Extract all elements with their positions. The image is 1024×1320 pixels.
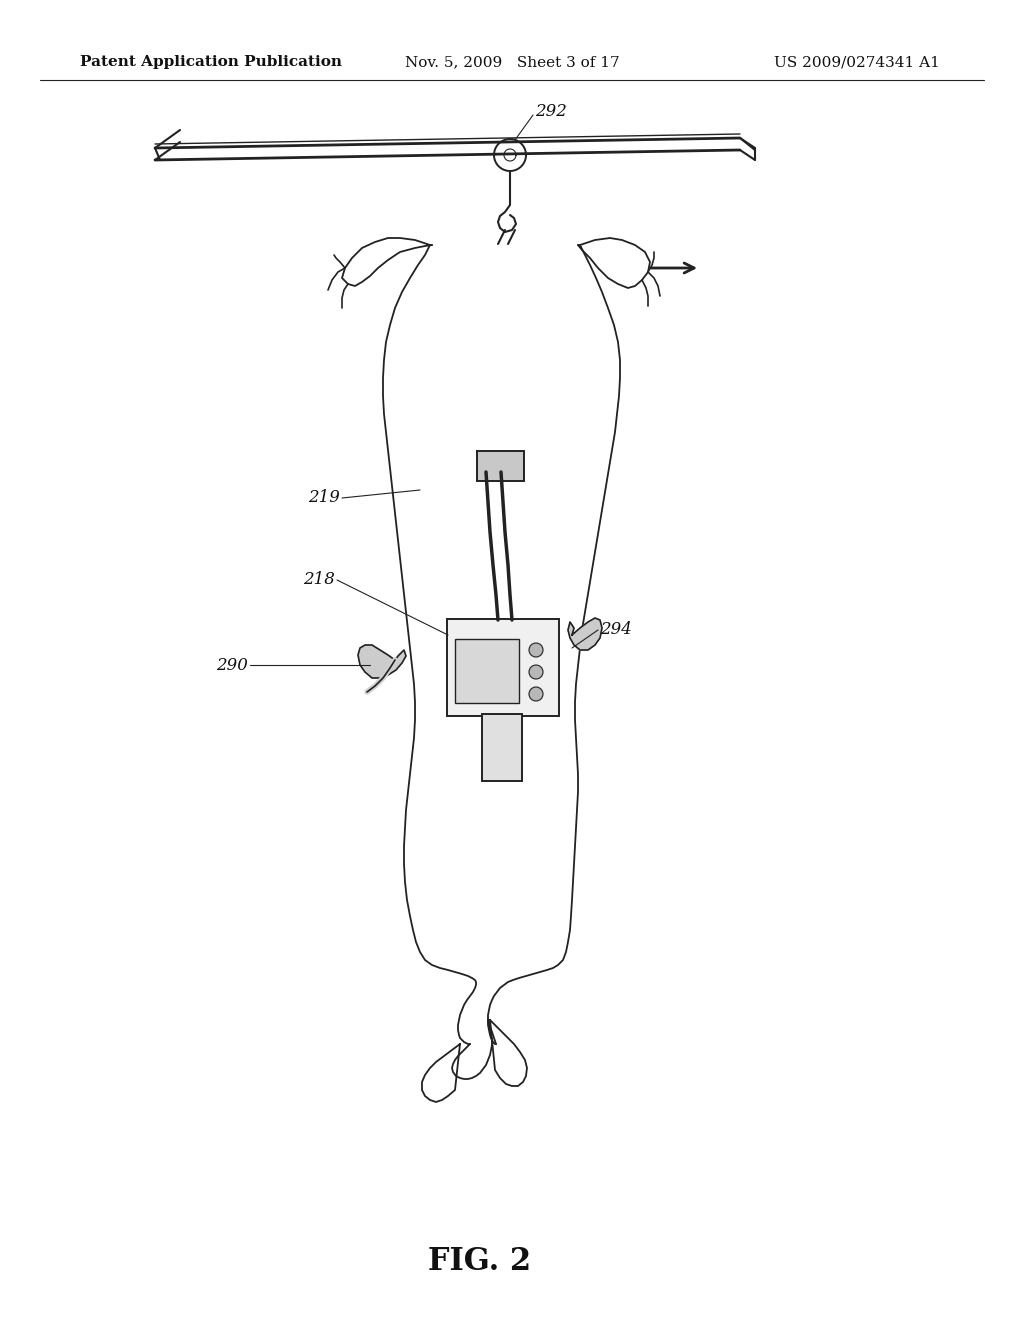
FancyBboxPatch shape [455, 639, 519, 704]
Text: 292: 292 [535, 103, 567, 120]
Polygon shape [358, 645, 406, 678]
Text: FIG. 2: FIG. 2 [428, 1246, 531, 1278]
Circle shape [529, 643, 543, 657]
Circle shape [529, 686, 543, 701]
Text: Nov. 5, 2009   Sheet 3 of 17: Nov. 5, 2009 Sheet 3 of 17 [404, 55, 620, 69]
FancyBboxPatch shape [477, 451, 524, 480]
Text: Patent Application Publication: Patent Application Publication [80, 55, 342, 69]
Circle shape [529, 665, 543, 678]
FancyBboxPatch shape [482, 714, 522, 781]
Text: 290: 290 [216, 656, 248, 673]
Text: 218: 218 [303, 572, 335, 589]
Text: 219: 219 [308, 490, 340, 507]
Text: 294: 294 [600, 622, 632, 639]
Polygon shape [568, 618, 602, 649]
Text: US 2009/0274341 A1: US 2009/0274341 A1 [774, 55, 940, 69]
FancyBboxPatch shape [447, 619, 559, 715]
